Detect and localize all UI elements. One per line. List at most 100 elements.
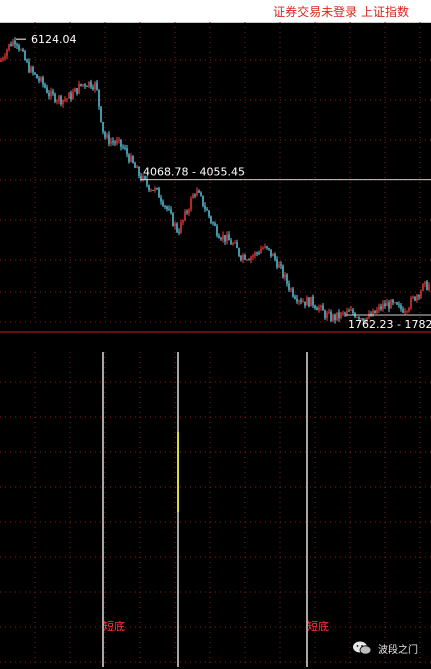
candle-body (390, 299, 392, 309)
candle-body (60, 96, 62, 105)
top-status-bar: 证券交易未登录 上证指数 (0, 0, 431, 23)
candle-body (246, 259, 248, 261)
candle-body (298, 300, 300, 302)
candle-body (272, 254, 274, 257)
candle-body (56, 100, 58, 102)
candle-body (152, 189, 154, 191)
candle-body (144, 176, 146, 180)
candle-body (194, 194, 196, 196)
stock-chart[interactable]: 6124.04 4068.78 - 4055.45 1762.23 - 1782 短底… (0, 22, 431, 669)
candle-body (202, 195, 204, 206)
candle-body (24, 51, 26, 61)
candle-body (16, 44, 18, 46)
candle-body (76, 88, 78, 94)
candle-body (104, 132, 106, 138)
candle-body (162, 201, 164, 206)
candle-body (336, 312, 338, 321)
wechat-logo-icon (353, 641, 372, 655)
signal-label: 短底 (307, 619, 329, 633)
candle-body (72, 91, 74, 100)
candle-body (34, 72, 36, 75)
candle-body (204, 205, 206, 210)
candle-body (328, 312, 330, 314)
candle-body (198, 190, 200, 193)
candle-body (426, 281, 428, 290)
candle-body (404, 311, 406, 313)
candle-body (100, 106, 102, 122)
candle-body (244, 254, 246, 260)
candle-body (300, 300, 302, 302)
candle-body (268, 248, 270, 250)
candle-body (372, 310, 374, 317)
candle-body (358, 317, 360, 320)
candle-body (52, 91, 54, 94)
candle-body (420, 290, 422, 297)
candle-body (418, 295, 420, 297)
candle-body (266, 246, 268, 249)
candle-body (146, 179, 148, 186)
candle-body (228, 234, 230, 241)
candle-body (326, 313, 328, 318)
candle-body (42, 77, 44, 85)
range-label-low: 1762.23 - 1782 (348, 318, 431, 331)
candle-body (234, 242, 236, 244)
candle-body (70, 93, 72, 100)
candle-body (262, 247, 264, 249)
candle-body (400, 305, 402, 310)
candle-body (28, 61, 30, 73)
candle-body (176, 223, 178, 232)
candle-body (274, 254, 276, 260)
watermark: 波段之门 (352, 640, 418, 656)
candle-body (366, 317, 368, 322)
candle-body (0, 59, 2, 62)
candle-body (150, 189, 152, 191)
candle-body (98, 89, 100, 107)
candle-body (280, 264, 282, 266)
candle-body (210, 216, 212, 223)
candle-body (160, 197, 162, 202)
candle-body (256, 252, 258, 254)
candle-body (96, 82, 98, 90)
candle-body (386, 302, 388, 307)
candle-body (242, 254, 244, 260)
candle-body (92, 87, 94, 90)
candle-body (64, 99, 66, 101)
candle-body (156, 188, 158, 190)
candle-body (84, 84, 86, 87)
candle-body (138, 166, 140, 176)
candle-body (388, 302, 390, 309)
candle-body (286, 274, 288, 284)
candle-body (342, 312, 344, 314)
candle-body (330, 312, 332, 321)
candle-body (4, 56, 6, 59)
candle-body (332, 314, 334, 321)
candle-body (270, 249, 272, 257)
candle-body (322, 305, 324, 311)
candle-body (308, 297, 310, 307)
candle-body (360, 318, 362, 320)
candle-body (394, 302, 396, 304)
candle-body (30, 67, 32, 73)
candle-body (78, 83, 80, 94)
candle-body (180, 222, 182, 233)
candle-body (36, 74, 38, 79)
candle-body (304, 301, 306, 306)
candle-body (130, 155, 132, 162)
candle-body (348, 310, 350, 312)
candle-body (312, 296, 314, 306)
candle-body (290, 288, 292, 290)
candle-body (424, 281, 426, 284)
candle-body (258, 253, 260, 255)
candle-body (236, 242, 238, 249)
candle-body (250, 256, 252, 260)
candle-body (44, 84, 46, 88)
candle-body (54, 93, 56, 102)
signal-label: 短底 (103, 619, 125, 633)
candle-body (108, 134, 110, 144)
candle-body (208, 210, 210, 217)
candle-body (338, 312, 340, 319)
candle-body (170, 209, 172, 214)
candle-body (222, 235, 224, 240)
candle-body (190, 198, 192, 210)
peak-label: 6124.04 (31, 33, 77, 46)
